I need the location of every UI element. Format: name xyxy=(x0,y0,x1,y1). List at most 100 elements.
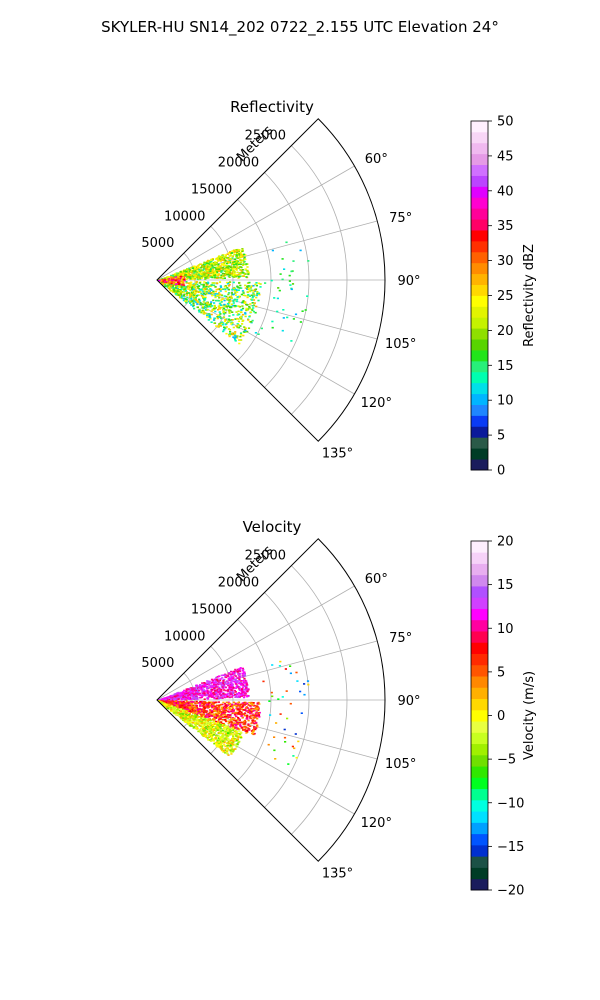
echo-gate xyxy=(194,268,197,270)
echo-gate xyxy=(243,329,247,331)
echo-gate xyxy=(236,686,239,689)
echo-gate xyxy=(241,673,245,675)
echo-gate xyxy=(190,278,193,280)
echo-gate xyxy=(241,275,244,277)
echo-gate xyxy=(292,755,295,757)
echo-gate xyxy=(180,296,183,299)
echo-gate xyxy=(183,709,186,712)
echo-gate xyxy=(222,267,225,269)
echo-gate xyxy=(213,731,216,734)
echo-gate xyxy=(229,266,232,269)
echo-gate xyxy=(218,697,222,699)
echo-gate xyxy=(170,283,173,286)
echo-gate xyxy=(202,297,205,299)
echo-gate xyxy=(233,253,236,256)
echo-gate xyxy=(197,287,200,289)
echo-gate xyxy=(219,717,222,720)
echo-gate xyxy=(235,260,238,262)
echo-gate xyxy=(215,293,218,295)
echo-gate xyxy=(221,306,224,309)
echo-gate xyxy=(225,717,228,719)
echo-gate xyxy=(230,729,233,731)
echo-gate xyxy=(185,275,188,277)
echo-gate xyxy=(199,291,202,293)
echo-gate xyxy=(208,739,211,741)
angle-tick-label: 135° xyxy=(322,867,353,882)
echo-gate xyxy=(252,284,255,287)
echo-gate xyxy=(187,705,190,707)
echo-gate xyxy=(241,675,244,678)
echo-gate xyxy=(213,322,216,324)
echo-gate xyxy=(203,287,206,290)
echo-gate xyxy=(237,326,240,329)
echo-gate xyxy=(197,300,200,302)
echo-gate xyxy=(214,725,217,728)
echo-gate xyxy=(244,313,247,315)
echo-gate xyxy=(228,265,231,268)
echo-gate xyxy=(196,709,200,712)
echo-gate xyxy=(173,706,176,709)
echo-gate xyxy=(188,724,191,727)
echo-gate xyxy=(251,285,254,287)
echo-gate xyxy=(258,711,261,714)
echo-gate xyxy=(252,310,255,313)
echo-gate xyxy=(184,274,187,276)
echo-gate xyxy=(252,719,255,721)
echo-gate xyxy=(249,705,252,707)
echo-gate xyxy=(212,682,216,684)
echo-gate xyxy=(221,734,224,736)
echo-gate xyxy=(210,263,213,266)
echo-gate xyxy=(239,261,243,264)
echo-gate xyxy=(193,693,196,696)
echo-gate xyxy=(223,295,226,297)
echo-gate xyxy=(183,697,186,699)
echo-gate xyxy=(247,287,250,290)
echo-gate xyxy=(245,686,248,688)
echo-gate xyxy=(232,710,235,713)
echo-gate xyxy=(210,711,213,713)
echo-gate xyxy=(237,318,240,320)
echo-gate xyxy=(209,723,212,726)
echo-gate xyxy=(238,676,241,679)
echo-gate xyxy=(232,686,235,689)
echo-gate xyxy=(228,312,231,314)
echo-gate xyxy=(200,696,203,699)
echo-gate xyxy=(208,272,211,275)
echo-gate xyxy=(232,734,235,736)
echo-gate xyxy=(249,289,253,291)
colorbar-segment xyxy=(471,153,488,166)
echo-gate xyxy=(232,281,235,284)
echo-gate xyxy=(233,737,236,740)
echo-gate xyxy=(212,738,215,741)
echo-gate xyxy=(218,682,221,685)
echo-gate xyxy=(167,282,170,284)
echo-gate xyxy=(200,283,203,286)
echo-gate xyxy=(202,713,205,716)
echo-gate xyxy=(183,698,186,700)
echo-gate xyxy=(173,280,176,282)
echo-gate xyxy=(217,741,221,743)
echo-gate xyxy=(207,289,211,292)
echo-gate xyxy=(173,694,176,696)
echo-gate xyxy=(188,692,191,695)
echo-gate xyxy=(214,723,217,725)
echo-gate xyxy=(235,739,238,742)
echo-gate xyxy=(224,304,227,307)
echo-gate xyxy=(205,275,208,277)
echo-gate xyxy=(223,329,226,331)
colorbar-segment xyxy=(471,306,488,318)
echo-gate xyxy=(233,271,236,273)
echo-gate xyxy=(243,701,246,704)
echo-gate xyxy=(221,322,224,325)
echo-gate xyxy=(188,267,191,270)
echo-gate xyxy=(236,696,240,698)
angle-tick-label: 120° xyxy=(361,816,392,831)
echo-gate xyxy=(216,689,219,691)
echo-gate xyxy=(174,713,177,715)
echo-gate xyxy=(171,705,174,707)
echo-gate xyxy=(203,682,206,684)
echo-gate xyxy=(199,700,202,703)
echo-gate xyxy=(204,303,207,306)
echo-gate xyxy=(307,260,310,262)
echo-gate xyxy=(232,333,235,336)
